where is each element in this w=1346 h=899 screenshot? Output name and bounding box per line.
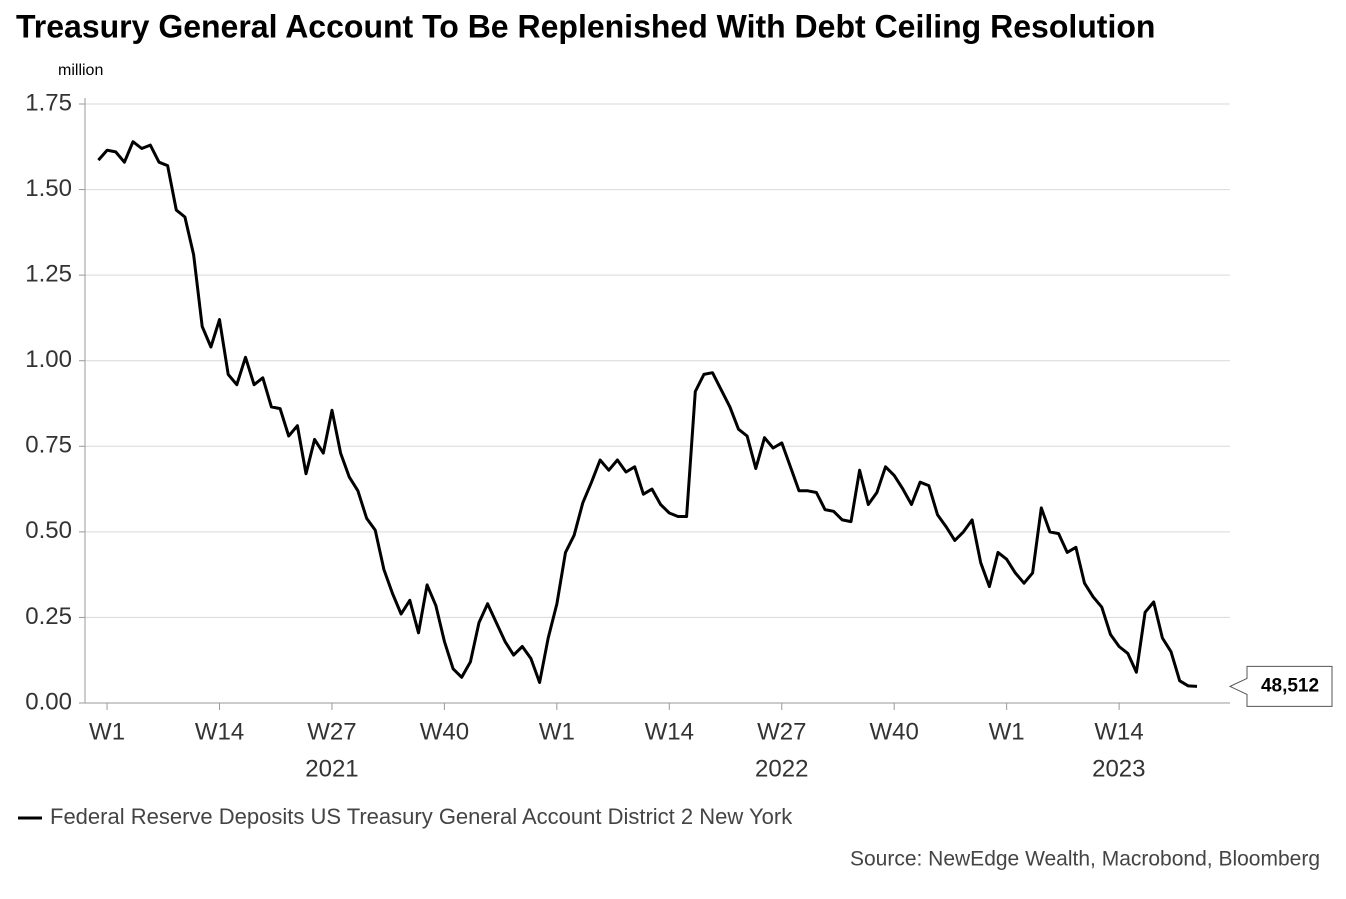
y-tick-label: 0.50 <box>25 517 72 544</box>
x-tick-label: W1 <box>89 718 125 745</box>
year-label: 2023 <box>1092 755 1145 782</box>
x-tick-label: W40 <box>870 718 919 745</box>
year-label: 2021 <box>305 755 358 782</box>
y-tick-label: 0.75 <box>25 432 72 459</box>
x-tick-label: W14 <box>195 718 244 745</box>
x-tick-label: W14 <box>1094 718 1143 745</box>
x-tick-label: W1 <box>539 718 575 745</box>
y-tick-label: 1.75 <box>25 89 72 116</box>
value-callout <box>1228 665 1333 707</box>
x-tick-label: W14 <box>645 718 694 745</box>
y-tick-label: 1.00 <box>25 346 72 373</box>
chart-title: Treasury General Account To Be Replenish… <box>16 8 1155 44</box>
legend-label: Federal Reserve Deposits US Treasury Gen… <box>50 804 793 829</box>
x-tick-label: W27 <box>307 718 356 745</box>
x-tick-label: W40 <box>420 718 469 745</box>
y-tick-label: 1.50 <box>25 175 72 202</box>
line <box>97 140 1198 688</box>
x-tick-label: W1 <box>989 718 1025 745</box>
y-unit: million <box>58 62 103 79</box>
x-tick-label: W27 <box>757 718 806 745</box>
y-tick-label: 1.25 <box>25 260 72 287</box>
y-tick-label: 0.00 <box>25 688 72 715</box>
source: Source: NewEdge Wealth, Macrobond, Bloom… <box>850 848 1320 871</box>
value-label: 48,512 <box>1261 675 1319 696</box>
year-label: 2022 <box>755 755 808 782</box>
y-tick-label: 0.25 <box>25 603 72 630</box>
